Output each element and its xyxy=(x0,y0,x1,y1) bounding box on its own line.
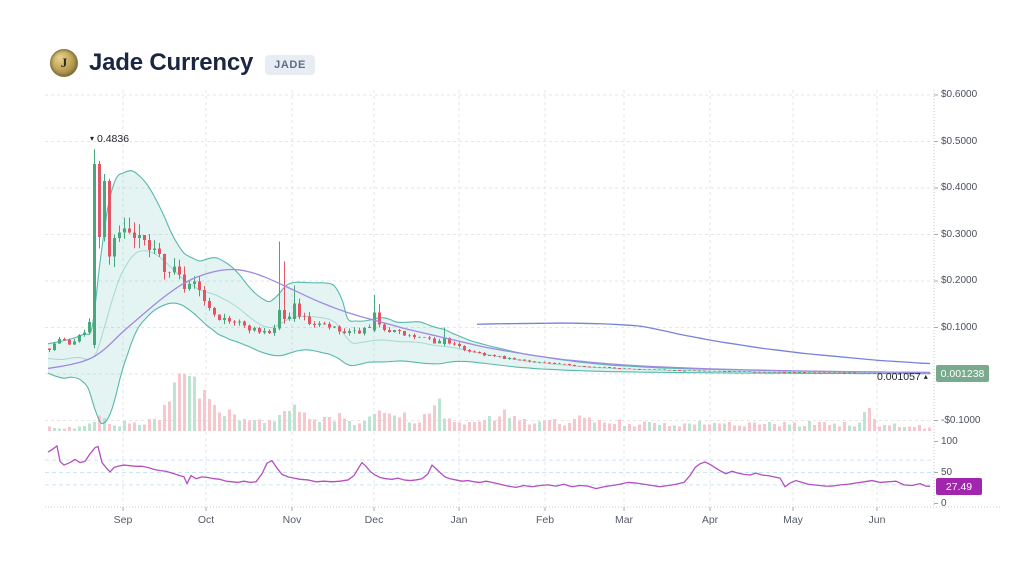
candles-layer xyxy=(48,149,931,375)
header: J Jade Currency JADE xyxy=(50,49,315,77)
up-triangle-icon: ▴ xyxy=(923,372,928,381)
rsi-guides-layer xyxy=(45,459,933,486)
low-price-value: 0.001057 xyxy=(877,371,921,383)
axes-layer xyxy=(45,90,1000,511)
coin-letter: J xyxy=(60,55,68,70)
low-price-annotation: 0.001057 ▴ xyxy=(877,371,928,383)
rsi-line-layer xyxy=(47,445,931,490)
symbol-badge: JADE xyxy=(265,55,315,75)
high-price-annotation: ▾ 0.4836 xyxy=(90,133,129,145)
page-title: Jade Currency xyxy=(89,49,254,76)
grid-layer xyxy=(45,90,933,505)
last-price-badge: 0.001238 xyxy=(936,365,989,382)
jade-coin-icon: J xyxy=(50,49,78,77)
volume-layer xyxy=(48,373,931,431)
moving-averages-layer xyxy=(47,268,931,374)
down-triangle-icon: ▾ xyxy=(90,134,95,143)
high-price-value: 0.4836 xyxy=(96,133,130,145)
bollinger-band-layer xyxy=(48,170,930,424)
rsi-value-badge: 27.49 xyxy=(936,478,982,495)
